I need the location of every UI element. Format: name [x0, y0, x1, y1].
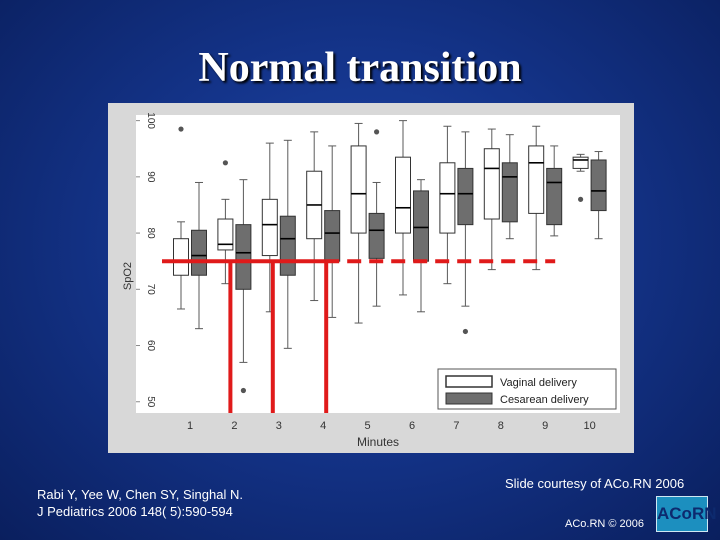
x-tick-label: 1 [187, 420, 193, 432]
box-cesarean [324, 210, 341, 262]
y-tick-label: 90 [145, 171, 156, 183]
outlier-point [578, 196, 584, 202]
box-cesarean [279, 215, 296, 276]
box-vaginal [483, 148, 500, 220]
legend-swatch-vaginal [445, 375, 493, 388]
x-tick-label: 9 [542, 420, 548, 432]
box-vaginal [395, 156, 411, 234]
legend-swatch-cesarean [445, 392, 493, 405]
box-cesarean [191, 229, 207, 276]
x-tick-label: 7 [453, 420, 459, 432]
citation: Rabi Y, Yee W, Chen SY, Singhal N. J Ped… [37, 486, 243, 520]
box-cesarean [368, 212, 385, 259]
box-vaginal [217, 218, 234, 251]
x-tick-label: 3 [276, 420, 282, 432]
y-tick-label: 70 [145, 284, 156, 296]
legend-label-vaginal: Vaginal delivery [500, 377, 577, 389]
copyright-notice: ACo.RN © 2006 [565, 518, 645, 530]
y-tick-label: 60 [145, 340, 156, 352]
slide-title: Normal transition [198, 45, 522, 91]
outlier-point [374, 129, 380, 135]
citation-authors: Rabi Y, Yee W, Chen SY, Singhal N. [37, 487, 243, 502]
slide-courtesy: Slide courtesy of ACo.RN 2006 [505, 476, 685, 491]
x-tick-label: 8 [498, 420, 504, 432]
box-vaginal [350, 145, 367, 234]
box-cesarean [590, 159, 607, 212]
box-cesarean [457, 167, 474, 226]
x-axis-label: Minutes [357, 435, 399, 449]
legend-label-cesarean: Cesarean delivery [500, 394, 589, 406]
y-tick-label: 80 [145, 228, 156, 240]
outlier-point [462, 328, 468, 335]
box-vaginal [173, 238, 189, 276]
boxplot-chart: 50 60 70 80 90 100 SpO2 1 2 3 4 5 6 7 8 9 10 Minutes Vagin… [122, 112, 620, 449]
outlier-point [222, 160, 228, 166]
y-tick-label: 100 [145, 112, 156, 129]
x-tick-label: 4 [320, 420, 326, 432]
outlier-point [240, 387, 246, 394]
plot-area [136, 115, 620, 413]
box-vaginal [528, 145, 545, 214]
x-tick-label: 10 [583, 420, 595, 432]
box-vaginal [439, 162, 456, 234]
x-tick-label: 6 [409, 420, 415, 432]
box-cesarean [501, 162, 518, 223]
x-tick-label: 5 [365, 420, 371, 432]
box-vaginal [572, 156, 589, 169]
box-cesarean [546, 167, 563, 226]
citation-journal: J Pediatrics 2006 148( 5):590-594 [37, 504, 233, 519]
y-axis-label: SpO2 [122, 262, 134, 290]
box-cesarean [413, 190, 429, 262]
box-vaginal [261, 198, 278, 257]
outlier-point [178, 126, 184, 132]
box-cesarean [235, 224, 252, 290]
y-tick-label: 50 [145, 396, 156, 408]
acorn-logo: ACoRN [656, 496, 717, 532]
x-tick-label: 2 [231, 420, 237, 432]
